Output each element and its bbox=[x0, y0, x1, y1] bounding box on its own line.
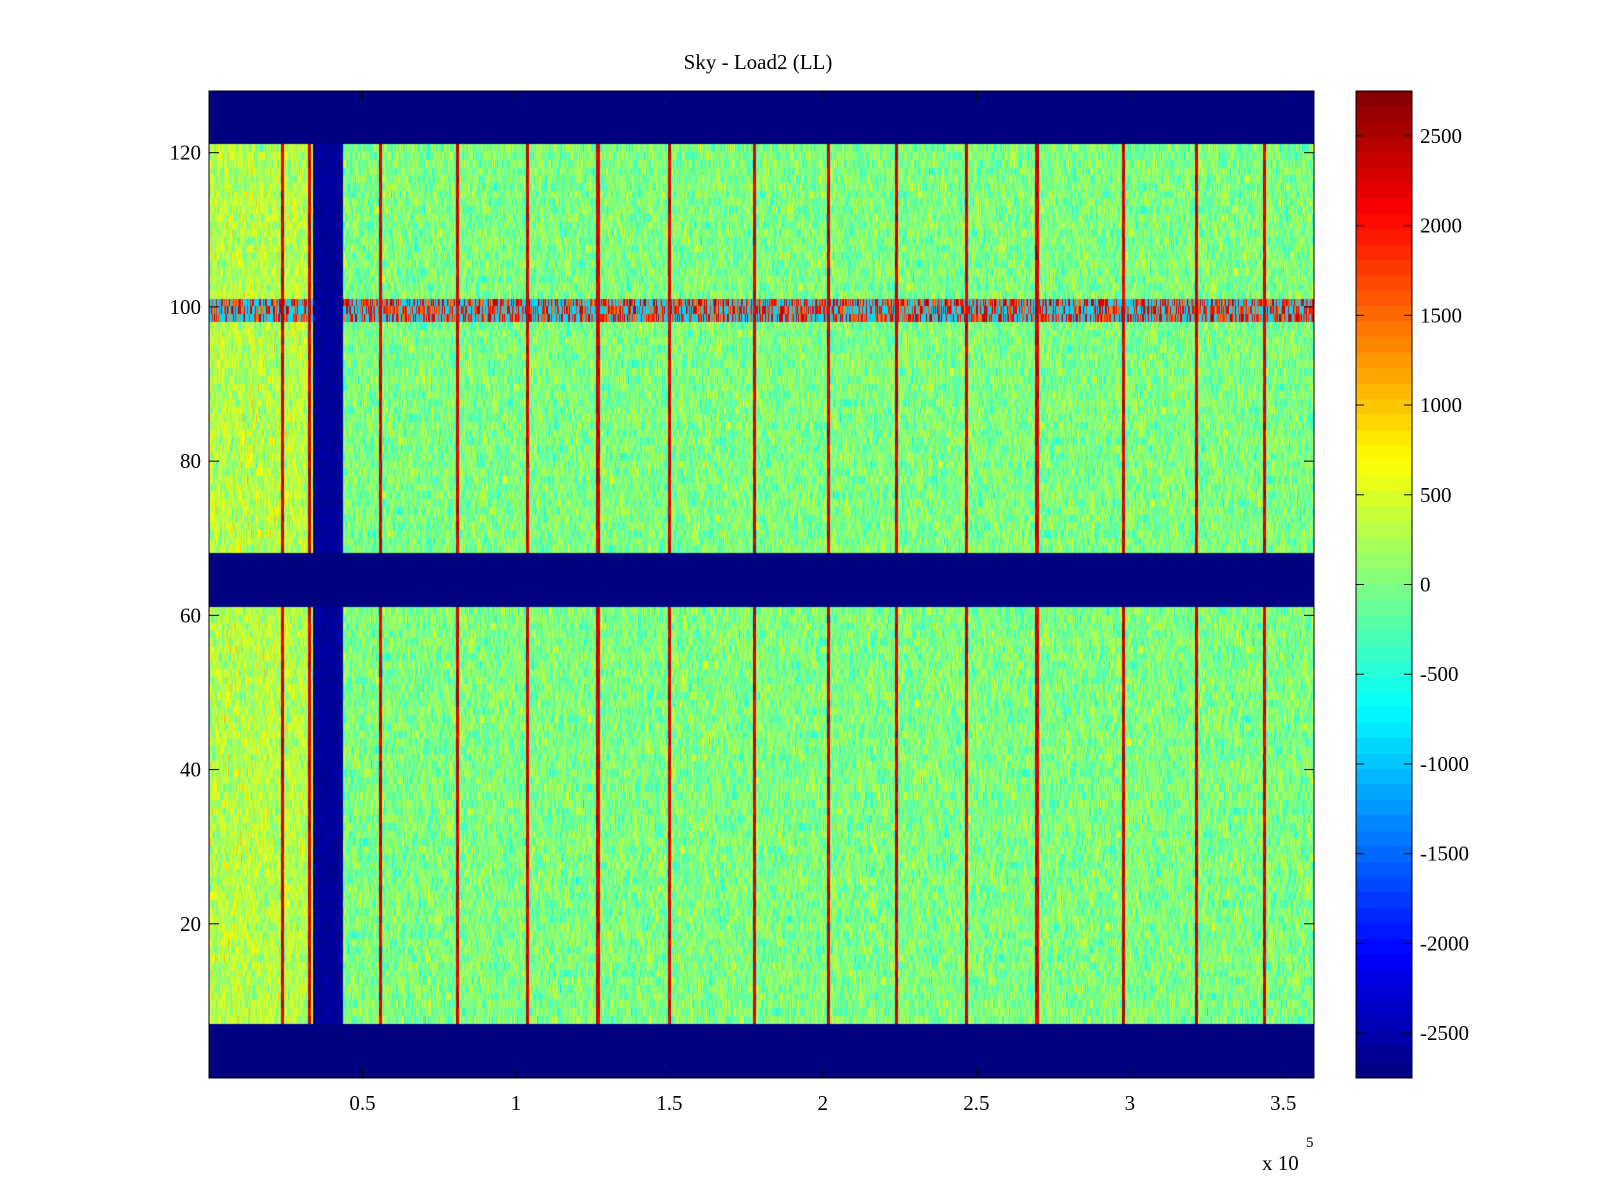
colorbar-tick-label: -500 bbox=[1420, 662, 1459, 686]
y-tick-label: 40 bbox=[180, 758, 201, 782]
y-tick-label: 100 bbox=[170, 295, 202, 319]
y-tick-label: 60 bbox=[180, 603, 201, 627]
colorbar-tick-label: 1500 bbox=[1420, 303, 1462, 327]
colorbar-gradient bbox=[1356, 91, 1412, 1078]
colorbar-tick-label: 500 bbox=[1420, 483, 1452, 507]
colorbar-tick-label: -1000 bbox=[1420, 752, 1469, 776]
x-tick-label: 2.5 bbox=[963, 1091, 989, 1115]
y-axis: 20 40 60 80 100 120 bbox=[170, 141, 1314, 936]
colorbar-tick-label: 2500 bbox=[1420, 124, 1462, 148]
x-axis: 0.5 1 1.5 2 2.5 3 3.5 bbox=[349, 91, 1296, 1115]
x-tick-label: 3.5 bbox=[1270, 1091, 1296, 1115]
colorbar-tick-label: -2000 bbox=[1420, 931, 1469, 955]
x-tick-label: 2 bbox=[818, 1091, 829, 1115]
heatmap-plot-area[interactable] bbox=[208, 90, 1315, 1079]
y-tick-label: 80 bbox=[180, 449, 201, 473]
colorbar-tick-label: 1000 bbox=[1420, 393, 1462, 417]
y-tick-label: 20 bbox=[180, 912, 201, 936]
y-tick-label: 120 bbox=[170, 141, 202, 165]
plot-frame bbox=[208, 90, 1315, 1079]
colorbar-tick-label: 2000 bbox=[1420, 214, 1462, 238]
colorbar-tick-label: -1500 bbox=[1420, 842, 1469, 866]
heatmap-image bbox=[209, 91, 1314, 1078]
colorbar-tick-label: 0 bbox=[1420, 573, 1431, 597]
colorbar-tick-label: -2500 bbox=[1420, 1021, 1469, 1045]
x-tick-label: 1.5 bbox=[656, 1091, 682, 1115]
colorbar-ticks: 2500 2000 1500 1000 500 0 -500 -1000 -1500 -2000 -… bbox=[1356, 124, 1469, 1045]
colorbar: 2500 2000 1500 1000 500 0 -500 -1000 -1500 -2000 -… bbox=[1355, 90, 1469, 1079]
x-exponent-power: 5 bbox=[1306, 1135, 1314, 1151]
x-tick-label: 3 bbox=[1125, 1091, 1136, 1115]
chart-title: Sky - Load2 (LL) bbox=[684, 50, 833, 74]
x-tick-label: 0.5 bbox=[349, 1091, 375, 1115]
x-tick-label: 1 bbox=[511, 1091, 522, 1115]
x-exponent-label: x 10 bbox=[1262, 1151, 1299, 1175]
